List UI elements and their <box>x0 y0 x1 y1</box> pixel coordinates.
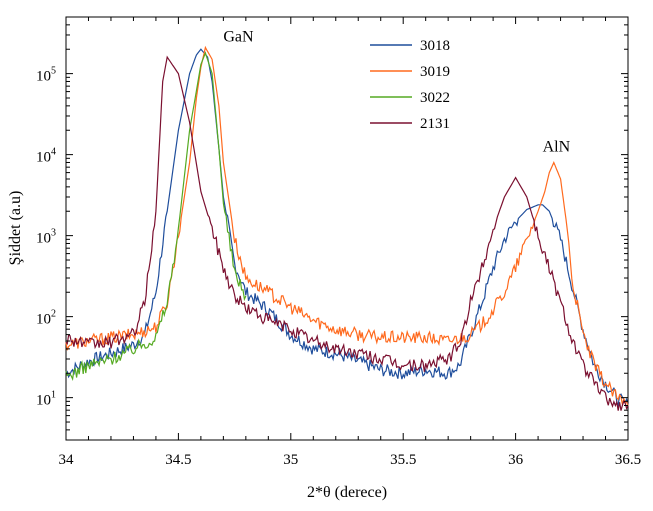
legend-label-3019: 3019 <box>420 64 450 80</box>
x-tick-label: 36 <box>508 452 524 468</box>
x-tick-label: 36.5 <box>615 452 641 468</box>
x-tick-label: 34.5 <box>165 452 191 468</box>
y-axis-ticks: 101 102 103 104 105 <box>36 16 628 441</box>
x-tick-label: 35 <box>283 452 298 468</box>
legend: 3018 3019 3022 2131 <box>370 38 450 132</box>
annotation-aln: AlN <box>543 138 571 155</box>
y-tick-label: 104 <box>36 147 56 166</box>
x-axis-ticks: 34 34.5 35 35.5 36 36.5 <box>59 17 641 468</box>
legend-label-3018: 3018 <box>420 38 450 54</box>
peak-annotations: GaN AlN <box>223 28 570 155</box>
y-tick-label: 105 <box>36 66 56 85</box>
x-tick-label: 35.5 <box>390 452 416 468</box>
annotation-gan: GaN <box>223 28 254 45</box>
legend-label-3022: 3022 <box>420 90 450 106</box>
x-tick-label: 34 <box>59 452 75 468</box>
y-tick-label: 103 <box>36 228 56 247</box>
y-axis-title: Şiddet (a.u) <box>7 191 24 266</box>
plot-area-frame <box>65 16 629 441</box>
y-tick-label: 102 <box>36 309 56 328</box>
x-axis-title: 2*θ (derece) <box>307 484 387 501</box>
series-line-2131 <box>65 55 629 411</box>
series-line-3019 <box>65 45 629 406</box>
series-line-3018 <box>65 48 629 408</box>
y-tick-label: 101 <box>36 390 56 409</box>
series-layer <box>65 45 629 411</box>
legend-label-2131: 2131 <box>420 116 450 132</box>
series-line-3022 <box>65 51 247 381</box>
